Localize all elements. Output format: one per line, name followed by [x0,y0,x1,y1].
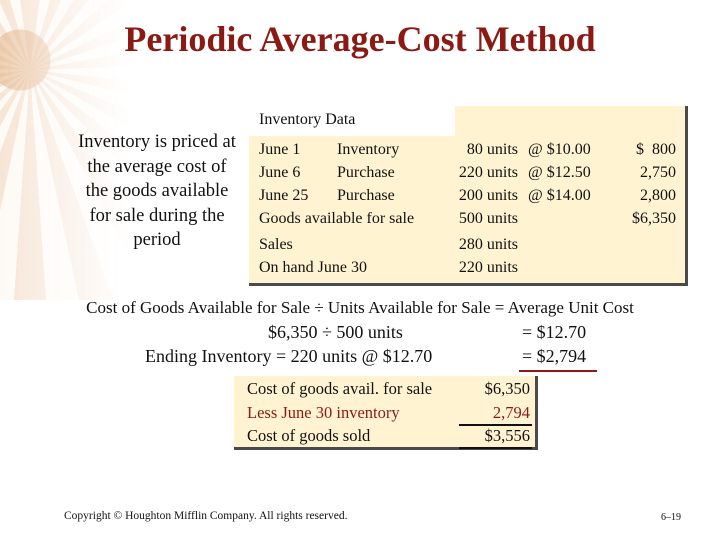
ending-inventory-result: = $2,794 [522,346,586,367]
row-date: June 6 [259,164,301,181]
row-units: 200 units [458,187,518,204]
row-label: On hand June 30 [259,259,367,276]
cogs-subtotal-line [459,424,532,426]
equals-sign: = [522,346,537,366]
row-label: Goods available for sale [259,210,415,227]
row-units: 220 units [458,164,518,181]
row-units: 220 units [458,259,518,276]
page-number: 6–19 [661,512,681,523]
ending-inventory-value: $2,794 [536,346,587,366]
corner-decoration [0,0,130,300]
row-label: Sales [259,236,293,253]
row-price: @ $10.00 [528,141,591,158]
cogs-value: $3,556 [484,426,530,445]
row-date: June 1 [259,141,301,158]
ending-inventory-calc: Ending Inventory = 220 units @ $12.70 [145,346,433,366]
row-units: 280 units [458,236,518,253]
row-total: 2,750 [640,164,676,181]
row-type: Inventory [337,141,400,158]
ending-inventory-underline [519,370,597,372]
row-total: $ 800 [636,141,676,158]
cogs-value: 2,794 [492,402,530,422]
row-total: $6,350 [632,210,676,227]
row-price: @ $14.00 [528,187,591,204]
cogs-panel [234,376,538,450]
inventory-data-header: Inventory Data [249,106,455,136]
average-calc-left: $6,350 ÷ 500 units [268,322,403,342]
inventory-data-header-label: Inventory Data [259,111,356,128]
row-price: @ $12.50 [528,164,591,181]
average-cost-formula: Cost of Goods Available for Sale ÷ Units… [86,298,634,317]
row-units: 500 units [458,210,518,227]
row-total: 2,800 [640,187,676,204]
cogs-label: Cost of goods avail. for sale [247,379,433,398]
row-date: June 25 [259,187,309,204]
row-type: Purchase [337,164,395,181]
row-units: 80 units [466,141,518,158]
cogs-total-line [459,447,532,449]
average-calc-result: = $12.70 [522,322,587,342]
cogs-value: $6,350 [484,379,530,398]
copyright-text: Copyright © Houghton Mifflin Company. Al… [64,510,348,522]
cogs-label: Cost of goods sold [247,426,371,445]
page-title: Periodic Average-Cost Method [124,19,596,59]
cogs-label: Less June 30 inventory [247,402,400,422]
left-description: Inventory is priced at the average cost … [78,132,236,250]
row-type: Purchase [337,187,395,204]
inventory-data-panel [249,106,688,286]
